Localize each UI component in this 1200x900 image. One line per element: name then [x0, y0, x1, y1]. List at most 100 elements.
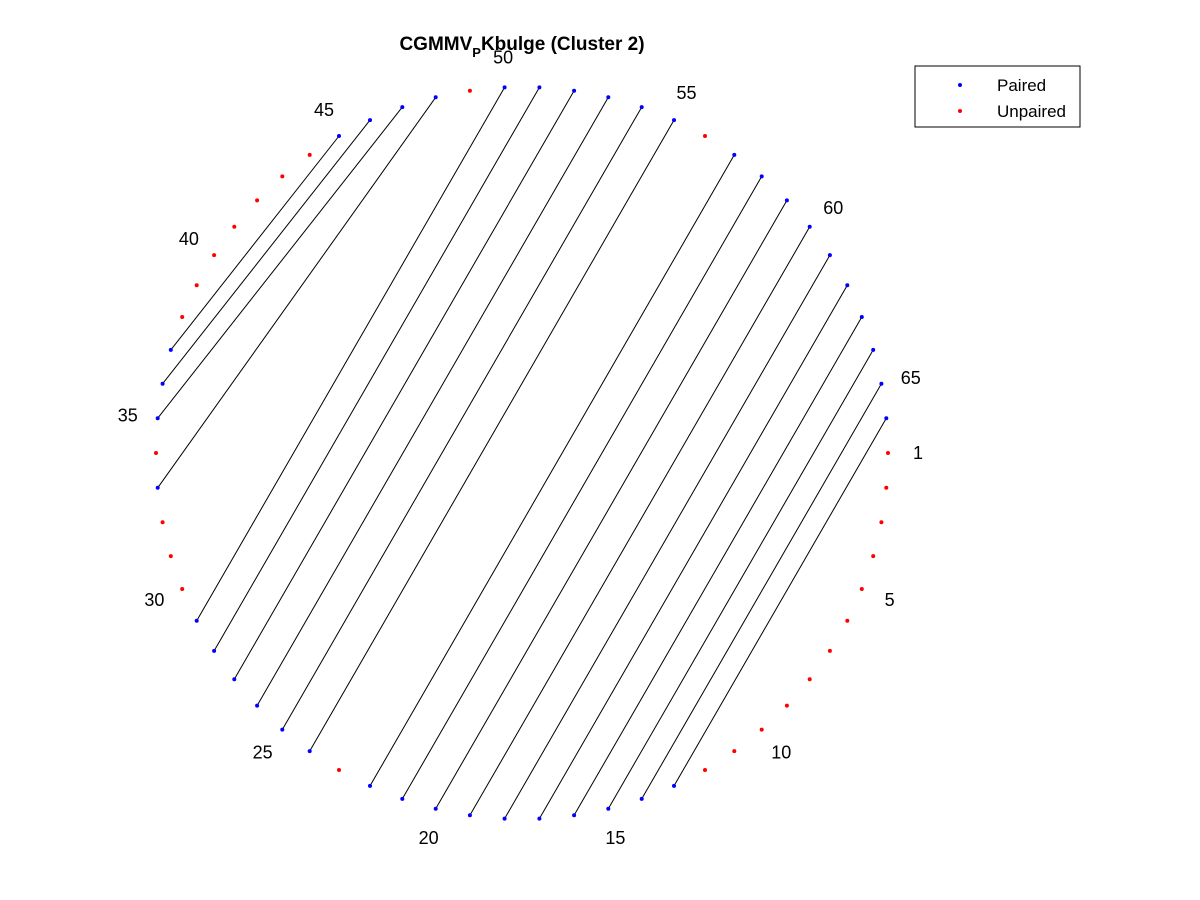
- pair-line-59-20: [435, 200, 788, 809]
- pair-connector-lines: [157, 87, 887, 819]
- unpaired-marker-2: [884, 485, 889, 490]
- pair-line-60-19: [469, 226, 811, 816]
- paired-marker-17: [537, 816, 542, 821]
- unpaired-marker-56: [703, 134, 707, 138]
- paired-marker-53: [606, 95, 611, 100]
- paired-marker-27: [232, 677, 237, 682]
- legend: Paired Unpaired: [914, 65, 1081, 128]
- paired-marker-45: [337, 134, 341, 138]
- position-markers: [154, 85, 890, 821]
- paired-marker-21: [400, 796, 405, 801]
- unpaired-marker-11: [732, 749, 737, 754]
- chart-title: CGMMVPKbulge (Cluster 2): [399, 34, 644, 60]
- position-label-60: 60: [823, 198, 843, 218]
- chart-title-prefix: CGMMV: [399, 34, 472, 55]
- paired-marker-14: [639, 796, 644, 801]
- paired-marker-13: [672, 783, 676, 788]
- pair-line-63-16: [573, 316, 863, 816]
- paired-marker-22: [368, 783, 372, 788]
- paired-marker-62: [845, 283, 850, 288]
- position-label-5: 5: [885, 590, 895, 610]
- pair-line-58-21: [401, 176, 763, 800]
- position-label-40: 40: [179, 229, 199, 249]
- paired-marker-54: [639, 105, 644, 110]
- paired-marker-25: [280, 727, 285, 732]
- paired-marker-51: [537, 85, 542, 90]
- paired-marker-18: [502, 816, 507, 821]
- pair-line-57-22: [369, 154, 735, 787]
- paired-marker-47: [400, 105, 405, 110]
- pair-line-46-36: [162, 119, 371, 385]
- unpaired-marker-12: [703, 768, 707, 772]
- paired-marker-29: [194, 618, 199, 623]
- unpaired-marker-42: [255, 198, 260, 203]
- paired-marker-16: [572, 813, 577, 818]
- pair-line-51-28: [213, 87, 540, 652]
- unpaired-marker-6: [845, 618, 850, 623]
- pair-line-65-14: [641, 383, 882, 800]
- unpaired-marker-31: [168, 554, 173, 559]
- pair-line-64-15: [607, 349, 874, 809]
- paired-marker-46: [368, 118, 372, 123]
- unpaired-marker-40: [212, 253, 217, 258]
- paired-marker-58: [759, 174, 764, 179]
- position-label-30: 30: [144, 590, 164, 610]
- pair-line-54-25: [281, 106, 643, 730]
- pair-line-47-35: [157, 106, 403, 419]
- position-label-20: 20: [419, 828, 439, 848]
- chart-title-subscript: P: [472, 45, 481, 60]
- pair-line-45-37: [170, 135, 340, 351]
- unpaired-marker-8: [807, 677, 812, 682]
- pair-line-66-13: [673, 417, 887, 787]
- position-label-45: 45: [314, 100, 334, 120]
- paired-marker-59: [784, 198, 789, 203]
- chart-title-suffix: Kbulge (Cluster 2): [481, 34, 645, 55]
- pair-line-61-18: [504, 254, 831, 819]
- unpaired-marker-34: [154, 451, 158, 455]
- position-label-15: 15: [605, 828, 625, 848]
- paired-marker-60: [807, 224, 812, 229]
- paired-marker-52: [572, 88, 577, 93]
- paired-marker-61: [827, 253, 832, 258]
- position-label-35: 35: [118, 405, 138, 425]
- legend-label-paired: Paired: [997, 76, 1046, 95]
- legend-label-unpaired: Unpaired: [997, 102, 1066, 121]
- paired-marker-64: [871, 347, 876, 352]
- position-label-55: 55: [676, 83, 696, 103]
- paired-marker-37: [168, 347, 173, 352]
- paired-marker-19: [467, 813, 472, 818]
- unpaired-marker-39: [194, 283, 199, 288]
- pair-line-48-33: [157, 97, 437, 489]
- unpaired-marker-43: [280, 174, 285, 179]
- unpaired-marker-49: [467, 88, 472, 93]
- legend-box: [914, 65, 1081, 128]
- legend-marker-paired: [958, 83, 962, 87]
- pair-line-52-27: [233, 90, 575, 680]
- paired-marker-28: [212, 648, 217, 653]
- paired-marker-15: [606, 806, 611, 811]
- position-label-25: 25: [253, 742, 273, 762]
- pair-line-53-26: [256, 97, 609, 706]
- unpaired-marker-3: [879, 520, 884, 525]
- paired-marker-63: [859, 315, 864, 319]
- position-label-50: 50: [493, 47, 513, 67]
- paired-marker-65: [879, 381, 884, 386]
- unpaired-marker-1: [886, 451, 890, 455]
- paired-marker-35: [155, 416, 160, 421]
- position-label-1: 1: [913, 443, 923, 463]
- paired-marker-50: [502, 85, 507, 90]
- paired-marker-48: [433, 95, 438, 100]
- paired-marker-26: [255, 703, 260, 708]
- unpaired-marker-10: [759, 727, 764, 732]
- legend-marker-unpaired: [958, 109, 962, 113]
- paired-marker-36: [160, 381, 165, 386]
- unpaired-marker-38: [180, 315, 185, 319]
- paired-marker-24: [307, 749, 312, 754]
- unpaired-marker-32: [160, 520, 165, 525]
- paired-marker-55: [672, 118, 676, 123]
- paired-marker-57: [732, 152, 737, 157]
- unpaired-marker-44: [307, 152, 312, 157]
